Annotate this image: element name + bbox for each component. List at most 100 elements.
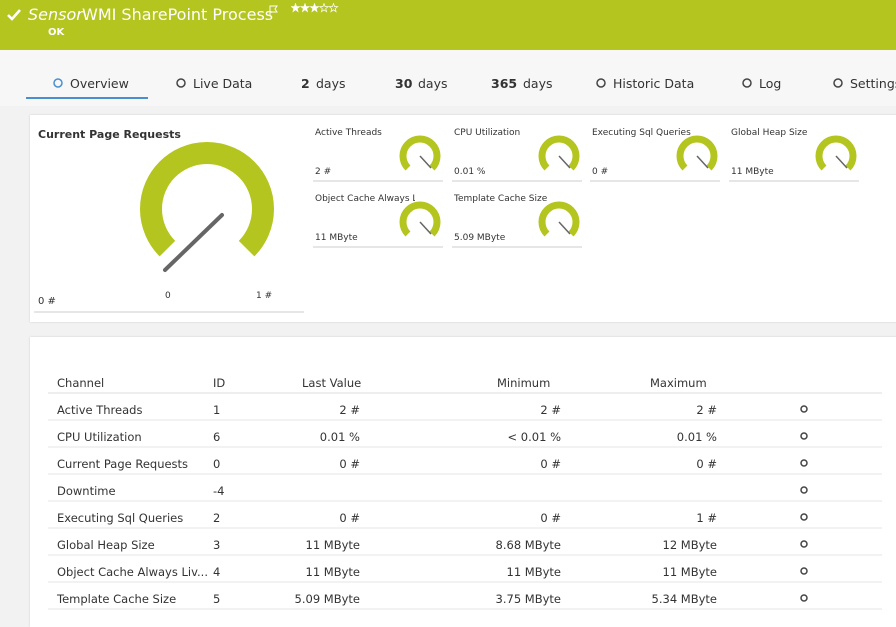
column-header[interactable]: ID bbox=[213, 376, 226, 390]
tab-icon bbox=[176, 78, 186, 88]
active-tab-underline bbox=[26, 97, 148, 99]
main-gauge-arc bbox=[140, 142, 274, 257]
channel-cell: 2 bbox=[213, 511, 221, 525]
tab-icon bbox=[53, 78, 63, 88]
sensor-title: WMI SharePoint Process bbox=[82, 5, 274, 24]
tab-number[interactable]: 30 bbox=[395, 76, 413, 91]
channel-cell: 2 # bbox=[696, 403, 717, 417]
channel-cell: < 0.01 % bbox=[507, 430, 561, 444]
channel-cell: 11 MByte bbox=[662, 565, 718, 579]
channel-name[interactable]: Downtime bbox=[57, 484, 116, 498]
gauge-needle bbox=[558, 221, 571, 235]
channel-name[interactable]: Object Cache Always Liv... bbox=[57, 565, 208, 579]
gauge-value: 11 MByte bbox=[315, 233, 358, 243]
tab-number[interactable]: 2 bbox=[301, 76, 310, 91]
channel-settings-icon bbox=[800, 513, 808, 521]
tab-number[interactable]: 365 bbox=[491, 76, 518, 91]
gauge-arc bbox=[676, 135, 718, 171]
channel-settings-icon bbox=[800, 486, 808, 494]
channel-settings-icon bbox=[800, 540, 808, 548]
main-gauge-value: 0 # bbox=[38, 296, 56, 307]
channel-name[interactable]: Executing Sql Queries bbox=[57, 511, 184, 525]
tab-label[interactable]: Settings bbox=[850, 76, 896, 91]
channel-cell: 3 bbox=[213, 538, 221, 552]
gauge-needle bbox=[558, 155, 571, 169]
main-gauge-needle bbox=[163, 213, 224, 272]
gauge-value: 5.09 MByte bbox=[454, 233, 506, 243]
tab-label[interactable]: Log bbox=[759, 76, 782, 91]
flag-icon[interactable] bbox=[268, 5, 280, 17]
column-header[interactable]: Channel bbox=[57, 376, 105, 390]
channel-settings-icon bbox=[800, 405, 808, 413]
channel-cell: 12 MByte bbox=[662, 538, 718, 552]
channel-settings-icon bbox=[800, 459, 808, 467]
channel-cell: 0 bbox=[213, 457, 221, 471]
channel-cell: 11 MByte bbox=[506, 565, 562, 579]
priority-stars[interactable] bbox=[291, 3, 339, 13]
tab-label[interactable]: days bbox=[418, 76, 448, 91]
channel-cell: 2 # bbox=[540, 403, 561, 417]
tab-label[interactable]: Overview bbox=[70, 76, 129, 91]
channel-name[interactable]: Template Cache Size bbox=[57, 592, 177, 606]
channel-cell: 0.01 % bbox=[676, 430, 717, 444]
tab-bar bbox=[0, 50, 896, 106]
channel-name[interactable]: Current Page Requests bbox=[57, 457, 189, 471]
gauge-title: CPU Utilization bbox=[454, 128, 521, 138]
column-header[interactable]: Minimum bbox=[497, 376, 551, 390]
gauge-title: Global Heap Size bbox=[731, 128, 808, 138]
channel-cell: 1 bbox=[213, 403, 221, 417]
gauge-arc bbox=[538, 201, 580, 237]
channel-cell: -4 bbox=[213, 484, 225, 498]
tab-label[interactable]: days bbox=[316, 76, 346, 91]
main-gauge-title: Current Page Requests bbox=[38, 128, 181, 141]
column-header[interactable]: Last Value bbox=[302, 376, 362, 390]
main-gauge-max: 1 # bbox=[256, 291, 273, 301]
tab-label[interactable]: Historic Data bbox=[613, 76, 695, 91]
channel-cell: 5 bbox=[213, 592, 221, 606]
channel-cell: 5.09 MByte bbox=[294, 592, 360, 606]
channel-name[interactable]: CPU Utilization bbox=[57, 430, 142, 444]
status-label: OK bbox=[48, 27, 65, 38]
gauge-arc bbox=[538, 135, 580, 171]
channel-cell: 6 bbox=[213, 430, 221, 444]
gauge-arc bbox=[399, 135, 441, 171]
tab-label[interactable]: days bbox=[523, 76, 553, 91]
gauge-value: 2 # bbox=[315, 167, 332, 177]
channel-cell: 1 # bbox=[696, 511, 717, 525]
gauge-value: 0 # bbox=[592, 167, 609, 177]
gauge-value: 0.01 % bbox=[454, 167, 486, 177]
gauge-arc bbox=[399, 201, 441, 237]
gauge-title: Template Cache Size bbox=[454, 194, 548, 204]
channel-name[interactable]: Global Heap Size bbox=[57, 538, 155, 552]
channel-cell: 4 bbox=[213, 565, 221, 579]
gauge-title: Object Cache Always L... bbox=[315, 194, 415, 204]
column-header[interactable]: Maximum bbox=[650, 376, 707, 390]
channel-cell: 2 # bbox=[339, 403, 360, 417]
channel-name[interactable]: Active Threads bbox=[57, 403, 143, 417]
channel-cell: 0 # bbox=[696, 457, 717, 471]
gauge-title: Executing Sql Queries bbox=[592, 128, 691, 138]
tab-icon bbox=[742, 78, 752, 88]
tab-label[interactable]: Live Data bbox=[193, 76, 253, 91]
header-bar: Sensor WMI SharePoint Process OK bbox=[0, 0, 896, 50]
gauge-needle bbox=[696, 155, 709, 169]
gauge-needle bbox=[835, 155, 848, 169]
gauge-needle bbox=[419, 221, 432, 235]
channel-cell: 11 MByte bbox=[305, 565, 361, 579]
channel-cell: 0 # bbox=[540, 511, 561, 525]
channel-cell: 0 # bbox=[540, 457, 561, 471]
channel-settings-icon bbox=[800, 594, 808, 602]
channel-cell: 8.68 MByte bbox=[495, 538, 561, 552]
channel-cell: 3.75 MByte bbox=[495, 592, 561, 606]
gauge-needle bbox=[419, 155, 432, 169]
gauge-panel bbox=[30, 115, 896, 322]
channel-settings-icon bbox=[800, 432, 808, 440]
gauge-value: 11 MByte bbox=[731, 167, 774, 177]
tab-icon bbox=[833, 78, 843, 88]
channel-cell: 11 MByte bbox=[305, 538, 361, 552]
channel-cell: 0 # bbox=[339, 457, 360, 471]
channel-cell: 0 # bbox=[339, 511, 360, 525]
sensor-prefix: Sensor bbox=[28, 5, 83, 24]
